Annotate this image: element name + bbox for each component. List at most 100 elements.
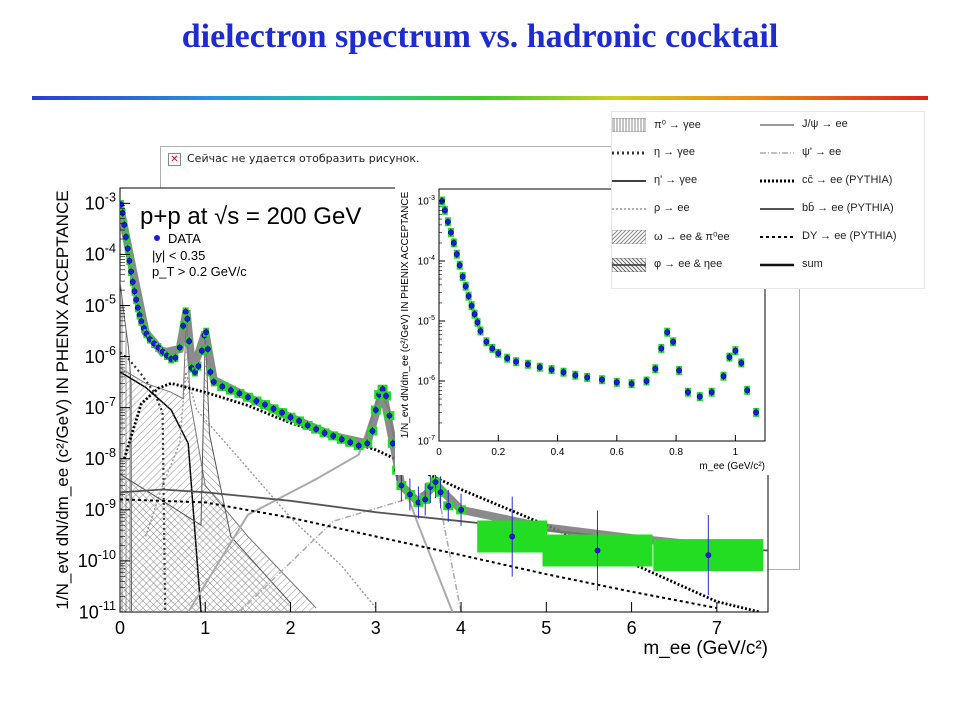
data-point-28	[643, 378, 650, 384]
legend-swatch-6	[760, 124, 794, 126]
curve-1	[120, 351, 167, 612]
data-point-69	[445, 502, 452, 509]
annotation-data: DATA	[168, 231, 201, 246]
legend-item-11: sum	[760, 258, 910, 274]
y-tick-label-0: 10-3	[418, 195, 435, 208]
legend-item-1: η → γee	[612, 146, 762, 162]
data-point-1	[442, 207, 448, 214]
data-point-9	[133, 296, 140, 303]
data-point-41	[261, 401, 268, 408]
data-point-28	[192, 369, 198, 375]
broken-image-text: Сейчас не удается отобразить рисунок.	[187, 152, 420, 165]
data-point-73	[705, 552, 712, 558]
title-divider	[32, 96, 928, 100]
data-point-38	[726, 354, 733, 360]
data-point-26	[186, 338, 192, 345]
data-point-8	[462, 283, 469, 290]
legend: π⁰ → γee η → γee η' → γee ρ → ee ω → ee & π⁰…	[612, 112, 924, 288]
data-point-4	[450, 240, 457, 246]
x-tick-label-0: 0	[436, 447, 442, 458]
data-point-2	[121, 221, 128, 228]
data-point-33	[676, 367, 682, 374]
data-point-25	[599, 376, 605, 383]
data-point-14	[483, 338, 490, 345]
inset-x-axis-label: m_ee (GeV/c²)	[699, 461, 765, 472]
legend-label-6: J/ψ → ee	[802, 118, 848, 130]
legend-label-1: η → γee	[654, 146, 695, 158]
data-point-27	[628, 380, 635, 387]
data-point-24	[182, 308, 189, 315]
x-tick-label-5: 5	[541, 618, 551, 638]
slide-title: dielectron spectrum vs. hadronic cocktai…	[181, 18, 779, 55]
data-point-43	[279, 409, 285, 416]
data-point-54	[369, 428, 376, 434]
broken-image-message: ✕ Сейчас не удается отобразить рисунок.	[168, 152, 420, 166]
data-point-29	[652, 365, 659, 372]
data-point-42	[753, 409, 759, 416]
main-y-axis-label: 1/N_evt dN/dm_ee (c²/GeV) IN PHENIX ACCE…	[53, 190, 72, 609]
y-tick-label-2: 10-5	[85, 293, 116, 316]
legend-swatch-3	[612, 208, 646, 210]
legend-item-10: DY → ee (PYTHIA)	[760, 230, 910, 246]
data-point-40	[253, 398, 260, 404]
data-point-6	[456, 262, 463, 269]
data-point-49	[330, 432, 337, 439]
data-point-63	[406, 491, 413, 498]
data-point-5	[126, 257, 133, 264]
y-tick-label-7: 10-10	[78, 548, 116, 571]
x-tick-label-4: 0.8	[669, 447, 683, 458]
data-point-7	[129, 279, 136, 285]
data-point-13	[477, 328, 484, 334]
data-point-23	[572, 372, 579, 379]
data-point-23	[180, 322, 186, 329]
legend-swatch-1	[612, 151, 646, 155]
data-point-34	[684, 389, 691, 396]
data-point-41	[744, 387, 751, 394]
x-tick-label-5: 1	[733, 447, 739, 458]
data-point-31	[664, 329, 671, 336]
y-tick-label-1: 10-4	[418, 255, 435, 268]
y-tick-label-0: 10-3	[85, 191, 116, 214]
data-point-29	[195, 363, 202, 369]
data-point-67	[432, 479, 439, 485]
data-point-7	[459, 273, 466, 280]
data-point-2	[445, 218, 451, 225]
data-point-32	[670, 338, 676, 345]
y-tick-label-3: 10-6	[85, 344, 116, 367]
legend-item-6: J/ψ → ee	[760, 118, 910, 134]
data-point-1	[120, 210, 126, 216]
legend-item-8: cc̄ → ee (PYTHIA)	[760, 174, 910, 190]
legend-item-9: bb̄ → ee (PYTHIA)	[760, 202, 910, 218]
data-point-39	[732, 347, 739, 354]
data-point-52	[355, 442, 362, 449]
data-point-3	[123, 234, 129, 240]
x-tick-label-4: 4	[456, 618, 466, 638]
data-point-0	[120, 201, 124, 208]
data-point-37	[227, 387, 234, 394]
x-tick-label-0: 0	[115, 618, 125, 638]
legend-swatch-5	[612, 258, 646, 272]
data-point-5	[453, 251, 460, 258]
legend-label-8: cc̄ → ee (PYTHIA)	[802, 174, 893, 186]
legend-swatch-11	[760, 263, 794, 267]
legend-label-9: bb̄ → ee (PYTHIA)	[802, 202, 894, 214]
data-point-50	[338, 436, 345, 443]
legend-item-3: ρ → ee	[612, 202, 762, 218]
y-tick-label-1: 10-4	[85, 242, 116, 265]
data-point-12	[138, 318, 145, 325]
x-tick-label-1: 0.2	[491, 447, 505, 458]
data-point-3	[448, 229, 454, 236]
data-point-57	[379, 386, 386, 393]
legend-item-0: π⁰ → γee	[612, 118, 762, 134]
data-point-15	[489, 345, 496, 352]
x-tick-label-7: 7	[712, 618, 722, 638]
legend-item-4: ω → ee & π⁰ee	[612, 230, 762, 246]
data-point-22	[560, 369, 567, 376]
x-tick-label-2: 0.4	[551, 447, 565, 458]
data-point-10	[468, 302, 475, 309]
data-point-6	[128, 268, 134, 275]
legend-label-11: sum	[802, 258, 823, 270]
data-point-22	[176, 344, 183, 351]
data-point-17	[504, 355, 511, 362]
legend-swatch-7	[760, 152, 794, 154]
